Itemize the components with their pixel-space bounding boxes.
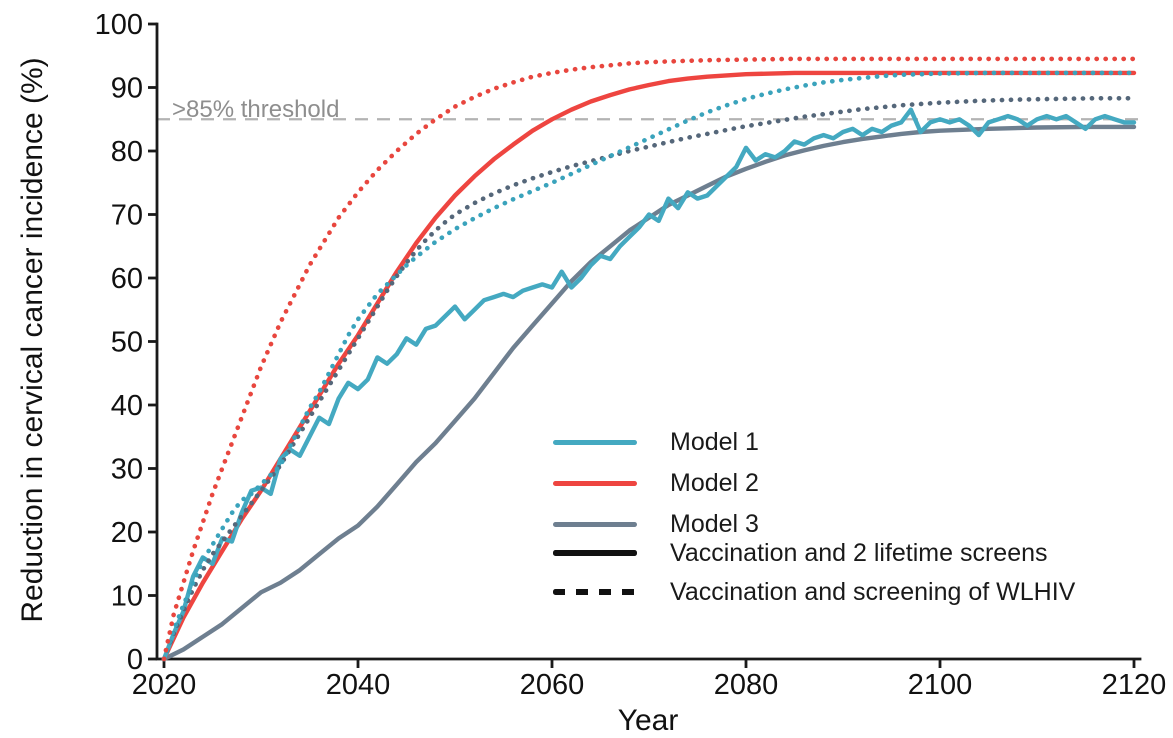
y-axis-title: Reduction in cervical cancer incidence (…	[16, 57, 49, 622]
series-m3_solid	[161, 124, 1137, 662]
y-tick-label: 100	[95, 9, 143, 41]
threshold-label: >85% threshold	[172, 96, 339, 123]
x-tick-label: 2020	[132, 669, 197, 701]
x-tick-label: 2120	[1102, 669, 1167, 701]
y-tick-label: 30	[111, 454, 143, 486]
tick-labels-layer: 2020 2040 2060 2080 2100 2120 0 10 20 30 40 50 60 70 8…	[95, 9, 1167, 701]
y-tick-label: 50	[111, 327, 143, 359]
x-tick-label: 2060	[520, 669, 585, 701]
y-tick-label: 20	[111, 517, 143, 549]
y-tick-label: 0	[127, 644, 143, 676]
series-m1_solid	[161, 107, 1137, 662]
y-tick-label: 10	[111, 581, 143, 613]
y-tick-label: 80	[111, 136, 143, 168]
series-m2_dotted	[161, 56, 1137, 662]
y-tick-label: 70	[111, 200, 143, 232]
x-tick-label: 2100	[908, 669, 973, 701]
y-tick-label: 40	[111, 390, 143, 422]
y-tick-label: 60	[111, 263, 143, 295]
y-tick-label: 90	[111, 73, 143, 105]
x-axis-title: Year	[618, 704, 679, 737]
series-m2_solid	[161, 70, 1137, 662]
x-tick-label: 2080	[714, 669, 779, 701]
x-tick-label: 2040	[326, 669, 391, 701]
axes-layer	[148, 22, 1142, 668]
series-layer	[161, 56, 1137, 662]
series-m3_dotted	[161, 96, 1137, 662]
series-m1_dotted	[161, 70, 1137, 662]
